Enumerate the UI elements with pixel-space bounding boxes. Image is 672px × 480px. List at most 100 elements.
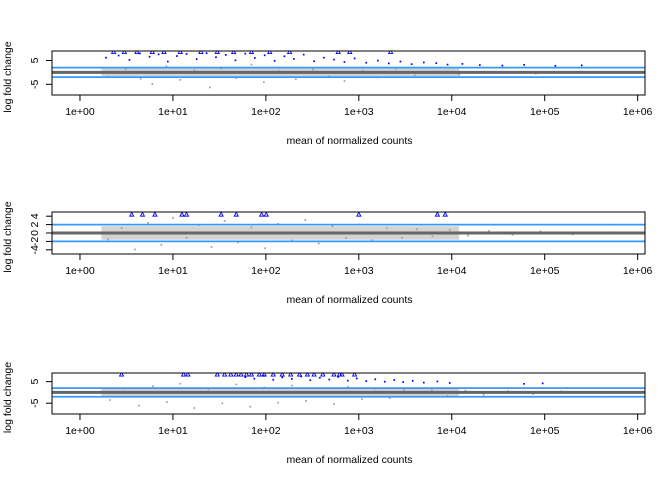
point-significant <box>253 57 256 59</box>
point <box>415 228 418 231</box>
x-tick-label: 1e+01 <box>158 265 188 277</box>
point-triangle <box>238 373 244 377</box>
point-triangle <box>230 51 237 55</box>
point-triangle <box>228 373 234 377</box>
point <box>448 229 451 231</box>
point-significant <box>410 63 413 65</box>
y-tick-label: -2 <box>29 237 41 246</box>
point-significant <box>448 382 451 384</box>
point-triangle <box>256 373 263 377</box>
point-triangle <box>434 212 441 217</box>
point-triangle <box>183 212 190 217</box>
point-significant <box>128 59 131 61</box>
x-tick-label: 1e+03 <box>344 106 374 118</box>
plot-frame <box>51 372 646 415</box>
point <box>431 235 434 238</box>
x-tick-label: 1e+02 <box>251 425 281 437</box>
point <box>388 397 391 399</box>
point-significant <box>554 64 557 67</box>
point-triangle <box>179 212 185 217</box>
point-significant <box>399 60 402 63</box>
point-significant <box>105 56 107 59</box>
y-axis-label: log fold change <box>2 201 14 272</box>
point <box>277 401 279 404</box>
point <box>147 222 149 224</box>
point-significant <box>175 55 178 57</box>
point <box>139 77 142 80</box>
x-axis-label: mean of normalized counts <box>286 454 412 466</box>
point <box>532 393 534 395</box>
plot-area <box>52 212 645 251</box>
point <box>223 220 226 222</box>
point-significant <box>244 52 247 55</box>
point <box>207 388 210 390</box>
ma-plot-panel-1: 1e+00 1e+01 1e+02 1e+03 1e+04 1e+05 1e+06 5 -5 me… <box>2 41 653 147</box>
point <box>361 69 364 72</box>
point-significant <box>138 52 141 55</box>
point-triangle <box>214 373 221 377</box>
x-tick-label: 1e+06 <box>623 425 653 437</box>
point-triangle <box>233 212 239 217</box>
point-triangle <box>258 212 265 217</box>
y-axis-label: log fold change <box>2 41 14 112</box>
point-triangle <box>248 51 255 55</box>
point <box>160 243 163 246</box>
point-significant <box>281 376 284 379</box>
point-significant <box>234 59 237 62</box>
y-tick-label: 0 <box>29 230 41 236</box>
y-tick-label: 2 <box>29 222 41 228</box>
point-triangle <box>387 51 394 55</box>
point <box>124 68 127 70</box>
y-tick-label: -5 <box>29 398 41 407</box>
x-tick-label: 1e+04 <box>437 265 467 277</box>
point <box>458 73 461 76</box>
x-axis-label: mean of normalized counts <box>286 135 412 147</box>
point-significant <box>501 64 504 67</box>
point-triangle <box>279 373 285 377</box>
point-triangle <box>180 373 187 377</box>
x-tick-label: 1e+02 <box>251 106 281 118</box>
point <box>221 402 224 405</box>
point-triangle <box>118 373 125 377</box>
point <box>107 238 109 241</box>
point <box>361 398 363 401</box>
point-significant <box>244 376 247 378</box>
point-significant <box>290 378 293 380</box>
point-significant <box>318 376 321 379</box>
point <box>109 399 111 401</box>
plot-frame <box>51 50 646 96</box>
point-significant <box>436 380 439 383</box>
x-tick-label: 1e+03 <box>344 265 374 277</box>
y-tick-label: 5 <box>29 57 41 63</box>
plot-area <box>52 51 645 89</box>
point-significant <box>148 55 151 58</box>
x-tick-label: 1e+06 <box>623 265 653 277</box>
point-significant <box>224 54 227 56</box>
point-triangle <box>266 51 273 55</box>
point-significant <box>523 382 525 385</box>
point-significant <box>263 54 266 57</box>
x-tick-label: 1e+00 <box>65 425 95 437</box>
point <box>539 230 542 233</box>
point-triangle <box>336 373 343 377</box>
x-tick-label: 1e+06 <box>623 106 653 118</box>
point <box>305 400 307 402</box>
point-triangle <box>263 212 270 217</box>
point-significant <box>387 62 390 65</box>
point-significant <box>383 380 386 383</box>
point <box>385 226 388 229</box>
point <box>262 81 265 84</box>
x-tick-label: 1e+04 <box>437 106 467 118</box>
point-triangle <box>248 373 255 377</box>
point-significant <box>309 379 312 382</box>
point <box>464 389 467 392</box>
point-significant <box>446 63 449 66</box>
point-significant <box>195 58 198 60</box>
point-triangle <box>177 51 184 55</box>
point-triangle <box>442 212 448 217</box>
point-triangle <box>152 212 158 217</box>
point-significant <box>302 53 305 56</box>
x-axis-label: mean of normalized counts <box>286 294 412 306</box>
point-significant <box>283 55 286 58</box>
point <box>511 233 514 236</box>
